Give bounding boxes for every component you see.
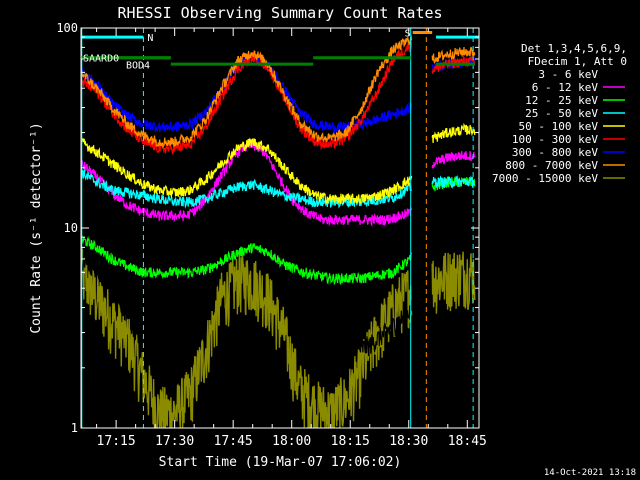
y-tick-label-2: 100 — [56, 21, 78, 35]
legend-header-1: FDecim 1, Att 0 — [528, 55, 627, 68]
legend-label-0: 3 - 6 keV — [538, 68, 598, 81]
series-line-1 — [81, 140, 476, 228]
flag-label-4: BOD4 — [126, 61, 150, 72]
legend-label-8: 7000 - 15000 keV — [492, 172, 598, 185]
flag-label-2: S — [405, 28, 411, 39]
legend-label-6: 300 - 800 keV — [512, 146, 598, 159]
series-line-7 — [81, 34, 476, 149]
legend-label-7: 800 - 7000 keV — [505, 159, 598, 172]
flag-label-0: N — [147, 33, 153, 44]
y-axis-label: Count Rate (s⁻¹ detector⁻¹) — [29, 122, 44, 333]
legend: Det 1,3,4,5,6,9,FDecim 1, Att 03 - 6 keV… — [492, 42, 627, 185]
flag-label-3: SAARD0 — [83, 54, 119, 65]
series-line-4 — [81, 122, 476, 205]
x-tick-label-2: 17:45 — [214, 434, 253, 449]
x-tick-label-0: 17:15 — [97, 434, 136, 449]
x-tick-label-1: 17:30 — [155, 434, 194, 449]
x-tick-label-5: 18:30 — [389, 434, 428, 449]
legend-header-0: Det 1,3,4,5,6,9, — [521, 42, 627, 55]
timestamp: 14-Oct-2021 13:18 — [544, 468, 636, 478]
axes: 17:15 17:30 17:45 18:00 18:15 18:30 18:45 1 10 10… — [56, 21, 487, 449]
legend-label-4: 50 - 100 keV — [519, 120, 599, 133]
legend-label-2: 12 - 25 keV — [525, 94, 598, 107]
series-line-8 — [81, 248, 476, 428]
x-axis-label: Start Time (19-Mar-07 17:06:02) — [159, 455, 402, 470]
plot-area: N S SAARD0 BOD4 — [81, 28, 479, 428]
series-line-0 — [81, 183, 476, 364]
series-line-2 — [81, 174, 476, 286]
legend-label-5: 100 - 300 keV — [512, 133, 598, 146]
legend-label-1: 6 - 12 keV — [532, 81, 599, 94]
x-tick-label-4: 18:15 — [331, 434, 370, 449]
legend-label-3: 25 - 50 keV — [525, 107, 598, 120]
plot-content: N S SAARD0 BOD4 — [81, 28, 479, 428]
chart-title: RHESSI Observing Summary Count Rates — [117, 4, 442, 22]
y-tick-label-1: 10 — [64, 221, 78, 235]
y-tick-label-0: 1 — [71, 421, 78, 435]
x-tick-label-6: 18:45 — [448, 434, 487, 449]
x-tick-label-3: 18:00 — [272, 434, 311, 449]
